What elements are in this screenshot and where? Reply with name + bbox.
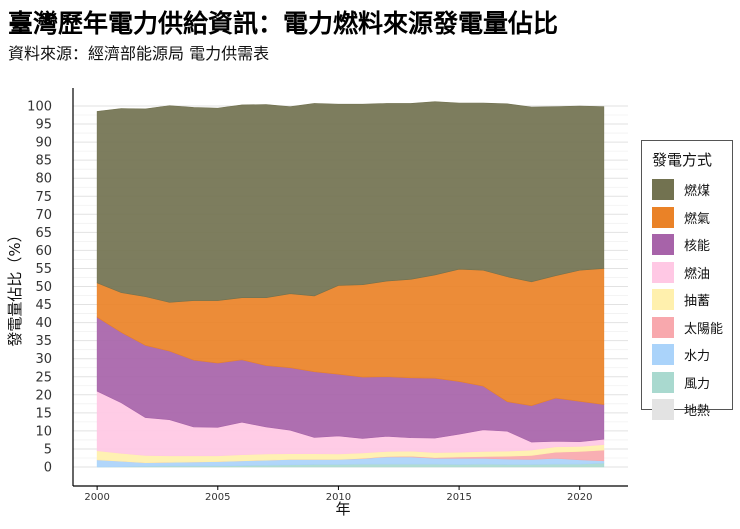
legend-label: 地熱 [684,404,711,420]
y-tick-label: 35 [35,334,52,349]
y-tick-label: 5 [44,442,52,457]
y-tick-label: 20 [35,388,52,403]
y-tick-label: 0 [44,461,52,476]
legend-swatch [652,206,674,228]
legend-item-水力: 水力 [652,341,732,369]
x-tick-label: 2010 [326,492,351,503]
legend-items: 燃煤燃氣核能燃油抽蓄太陽能水力風力地熱 [652,176,732,424]
legend-title: 發電方式 [652,151,713,169]
legend-swatch [652,179,674,201]
x-axis-title: 年 [335,500,350,518]
legend-swatch [652,289,674,311]
legend-label: 太陽能 [684,321,724,337]
x-tick-label: 2005 [205,492,230,503]
legend-item-燃氣: 燃氣 [652,204,732,232]
y-tick-label: 10 [35,424,52,439]
chart-title: 臺灣歷年電力供給資訊：電力燃料來源發電量佔比 [8,9,559,38]
legend-item-地熱: 地熱 [652,396,732,424]
y-tick-label: 40 [35,316,52,331]
legend-label: 抽蓄 [684,294,711,310]
y-tick-label: 90 [35,136,52,151]
legend: 發電方式 燃煤燃氣核能燃油抽蓄太陽能水力風力地熱 [641,140,733,421]
legend-label: 水力 [684,349,711,365]
legend-item-抽蓄: 抽蓄 [652,286,732,314]
area-series-燃煤 [96,101,605,303]
y-tick-label: 95 [35,118,52,133]
stacked-areas [96,101,605,468]
legend-swatch [652,261,674,283]
y-axis-title: 發電量佔比（%） [6,227,24,346]
legend-item-太陽能: 太陽能 [652,314,732,342]
chart-subtitle: 資料來源：經濟部能源局 電力供需表 [8,44,270,63]
y-tick-label: 80 [35,172,52,187]
legend-item-燃油: 燃油 [652,259,732,287]
y-tick-label: 45 [35,298,52,313]
x-tick-label: 2000 [84,492,109,503]
legend-label: 風力 [684,376,711,392]
legend-label: 燃油 [684,266,711,282]
legend-swatch [652,371,674,393]
y-tick-label: 70 [35,208,52,223]
y-tick-label: 30 [35,352,52,367]
x-tick-label: 2015 [446,492,471,503]
y-tick-label: 60 [35,244,52,259]
legend-item-風力: 風力 [652,369,732,397]
y-tick-label: 55 [35,262,52,277]
legend-item-核能: 核能 [652,231,732,259]
legend-label: 燃氣 [684,211,711,227]
legend-swatch [652,316,674,338]
legend-swatch [652,344,674,366]
legend-label: 燃煤 [684,184,711,200]
y-tick-label: 75 [35,190,52,205]
axes [72,88,628,487]
legend-item-燃煤: 燃煤 [652,176,732,204]
x-tick-label: 2020 [567,492,592,503]
y-tick-label: 25 [35,370,52,385]
y-tick-label: 50 [35,280,52,295]
x-tick-labels: 2000 2005 2010 2015 2020 [84,486,592,503]
y-tick-labels: 0 5 10 15 20 25 30 35 40 45 50 55 60 65 70 75 80 85 90 95 10… [27,100,52,476]
y-tick-label: 65 [35,226,52,241]
y-tick-label: 15 [35,406,52,421]
legend-swatch [652,399,674,421]
y-tick-label: 100 [27,100,52,115]
legend-swatch [652,234,674,256]
legend-label: 核能 [684,239,711,255]
y-tick-label: 85 [35,154,52,169]
